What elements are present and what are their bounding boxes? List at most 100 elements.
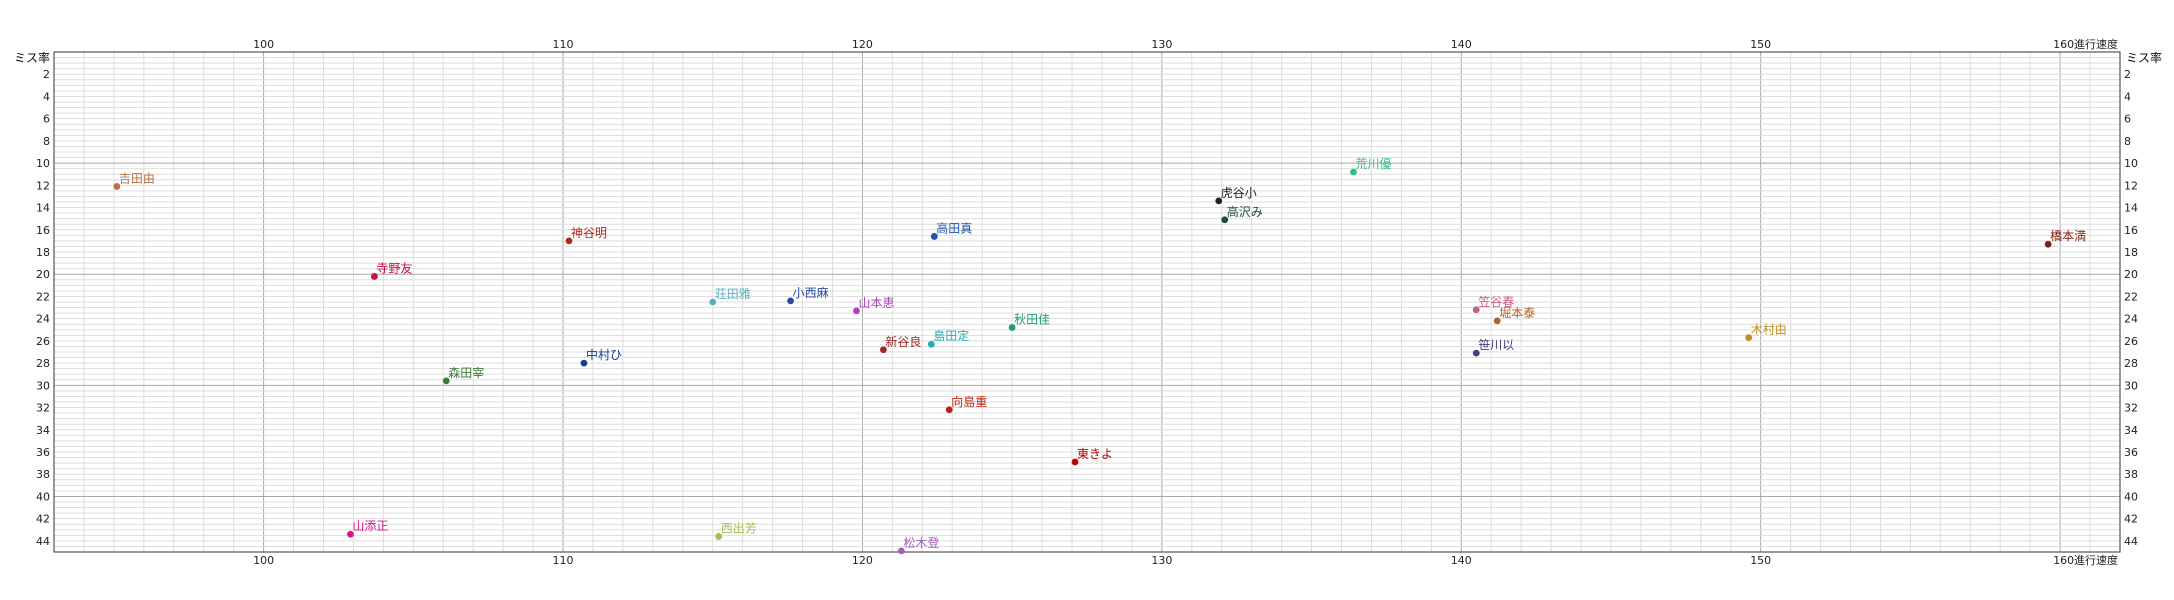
y-tick-label-left: 10 (36, 157, 50, 170)
y-tick-label-right: 32 (2124, 402, 2138, 415)
x-tick-label-bottom: 100 (253, 554, 274, 567)
data-point-label: 向島重 (951, 394, 987, 409)
y-axis-title-left: ミス率 (14, 50, 50, 65)
x-axis-title-top: 進行速度 (2074, 37, 2118, 51)
data-point-label: 西出芳 (721, 521, 757, 535)
data-point (442, 377, 450, 385)
data-point-label: 松木登 (903, 535, 939, 550)
y-tick-label-right: 18 (2124, 246, 2138, 259)
data-point-label: 荘田雅 (715, 286, 751, 301)
y-tick-label-left: 22 (36, 290, 50, 303)
y-tick-label-right: 36 (2124, 446, 2138, 459)
y-tick-label-right: 6 (2124, 113, 2131, 126)
x-tick-label-bottom: 110 (553, 554, 574, 567)
y-tick-label-right: 22 (2124, 290, 2138, 303)
x-tick-label-bottom: 140 (1451, 554, 1472, 567)
x-tick-label-top: 120 (852, 38, 873, 51)
data-point-label: 吉田由 (119, 171, 155, 185)
data-point (1350, 168, 1357, 176)
y-tick-label-left: 8 (43, 135, 50, 148)
data-point-label: 笠谷春 (1478, 294, 1514, 309)
y-tick-label-right: 14 (2124, 202, 2138, 215)
data-point (715, 533, 723, 540)
y-tick-label-right: 40 (2124, 490, 2138, 503)
data-point-label: 東きよ (1077, 447, 1113, 461)
x-tick-label-bottom: 120 (852, 554, 873, 567)
data-point-label: 高田真 (936, 220, 972, 235)
data-point-label: 堀本泰 (1499, 305, 1535, 320)
data-point (787, 297, 794, 305)
y-tick-label-left: 12 (36, 179, 50, 192)
data-point (1215, 197, 1223, 205)
y-tick-label-left: 20 (36, 268, 50, 281)
x-tick-label-top: 150 (1750, 38, 1771, 51)
y-tick-label-right: 2 (2124, 68, 2131, 81)
data-point-label: 中村ひ (586, 347, 622, 362)
data-point (1071, 458, 1079, 466)
y-tick-label-right: 28 (2124, 357, 2138, 370)
y-tick-label-right: 34 (2124, 424, 2138, 437)
data-point-label: 小西麻 (793, 285, 829, 300)
data-point (565, 237, 573, 245)
tick-labels: 100 100 110 110 120 120 130 130 140 140 150 150 160 1… (36, 38, 2138, 567)
data-point (927, 340, 935, 348)
y-tick-label-right: 44 (2124, 535, 2138, 548)
data-point-label: 寺野友 (376, 261, 412, 275)
y-tick-label-left: 6 (43, 113, 50, 126)
data-point-label: 虎谷小 (1221, 186, 1257, 200)
y-tick-label-left: 24 (36, 313, 50, 326)
y-tick-label-left: 32 (36, 402, 50, 415)
data-point (2044, 240, 2052, 248)
data-point (879, 346, 887, 354)
data-point-label: 荒川優 (1355, 157, 1391, 171)
y-tick-label-left: 26 (36, 335, 50, 348)
y-tick-label-left: 2 (43, 68, 50, 81)
y-tick-label-right: 10 (2124, 157, 2138, 170)
data-point-label: 新谷良 (885, 334, 921, 349)
x-axis-title-bottom: 進行速度 (2074, 553, 2118, 567)
data-point (370, 273, 378, 280)
data-point-label: 山添正 (352, 519, 388, 533)
data-point (709, 298, 717, 306)
y-tick-label-left: 34 (36, 424, 50, 437)
y-tick-label-left: 16 (36, 224, 50, 237)
data-point-label: 森田宰 (448, 365, 484, 380)
data-point (1008, 324, 1016, 331)
data-point-label: 木村由 (1751, 323, 1787, 337)
data-point (1745, 334, 1753, 341)
data-point (347, 530, 354, 538)
data-point-label: 笹川以 (1478, 338, 1514, 352)
x-tick-label-bottom: 160 (2053, 554, 2074, 567)
y-tick-label-right: 4 (2124, 90, 2131, 103)
data-point (1472, 349, 1480, 357)
x-tick-label-top: 130 (1151, 38, 1172, 51)
data-point (930, 233, 938, 240)
y-tick-label-left: 44 (36, 535, 50, 548)
y-tick-label-right: 24 (2124, 313, 2138, 326)
data-point-label: 高沢み (1227, 204, 1263, 219)
y-tick-label-right: 30 (2124, 379, 2138, 392)
data-point (580, 359, 588, 367)
x-tick-label-bottom: 150 (1750, 554, 1771, 567)
y-tick-label-right: 16 (2124, 224, 2138, 237)
y-tick-label-right: 8 (2124, 135, 2131, 148)
data-point (1493, 317, 1501, 325)
x-tick-label-bottom: 130 (1151, 554, 1172, 567)
y-tick-label-left: 38 (36, 468, 50, 481)
y-tick-label-left: 18 (36, 246, 50, 259)
x-tick-label-top: 140 (1451, 38, 1472, 51)
data-point (113, 183, 121, 190)
data-point (945, 406, 953, 414)
plot-frame (53, 51, 2121, 553)
x-tick-label-top: 100 (253, 38, 274, 51)
y-tick-label-right: 42 (2124, 513, 2138, 526)
x-tick-label-top: 110 (553, 38, 574, 51)
y-tick-label-left: 42 (36, 513, 50, 526)
y-tick-label-left: 36 (36, 446, 50, 459)
data-point-label: 島田定 (933, 328, 969, 343)
axes: ミス率 ミス率 進行速度 進行速度 (14, 37, 2162, 567)
y-tick-label-left: 28 (36, 357, 50, 370)
y-axis-title-right: ミス率 (2126, 50, 2162, 65)
